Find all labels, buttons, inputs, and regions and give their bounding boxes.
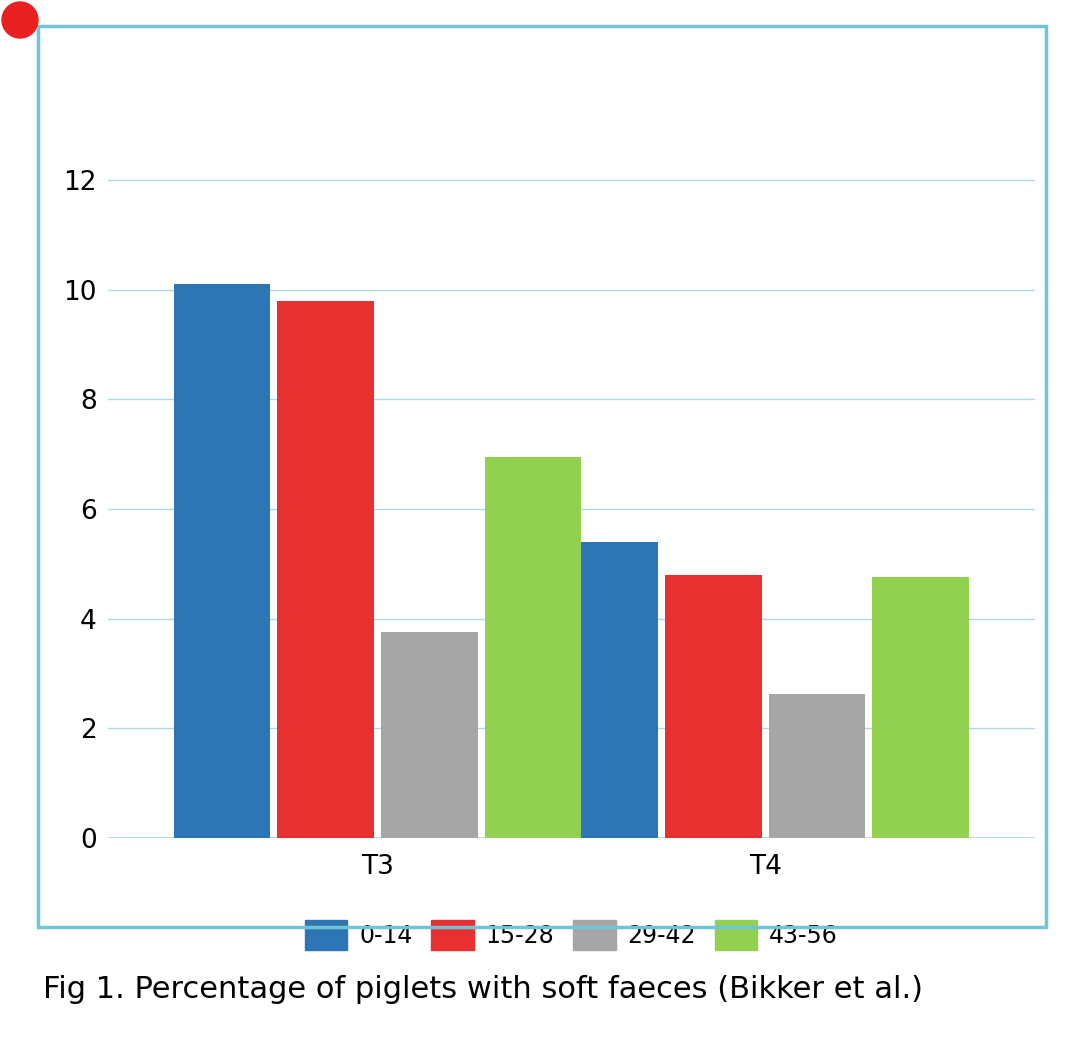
Circle shape bbox=[2, 2, 38, 38]
Legend: 0-14, 15-28, 29-42, 43-56: 0-14, 15-28, 29-42, 43-56 bbox=[305, 920, 838, 951]
Text: Fig 1. Percentage of piglets with soft faeces (Bikker et al.): Fig 1. Percentage of piglets with soft f… bbox=[43, 975, 923, 1004]
Bar bbox=[484, 456, 581, 838]
Bar bbox=[665, 575, 762, 838]
Bar bbox=[381, 632, 478, 838]
Bar bbox=[872, 578, 969, 838]
Bar bbox=[277, 300, 374, 838]
Bar bbox=[562, 542, 659, 838]
Bar bbox=[769, 693, 866, 838]
Bar bbox=[174, 285, 271, 838]
